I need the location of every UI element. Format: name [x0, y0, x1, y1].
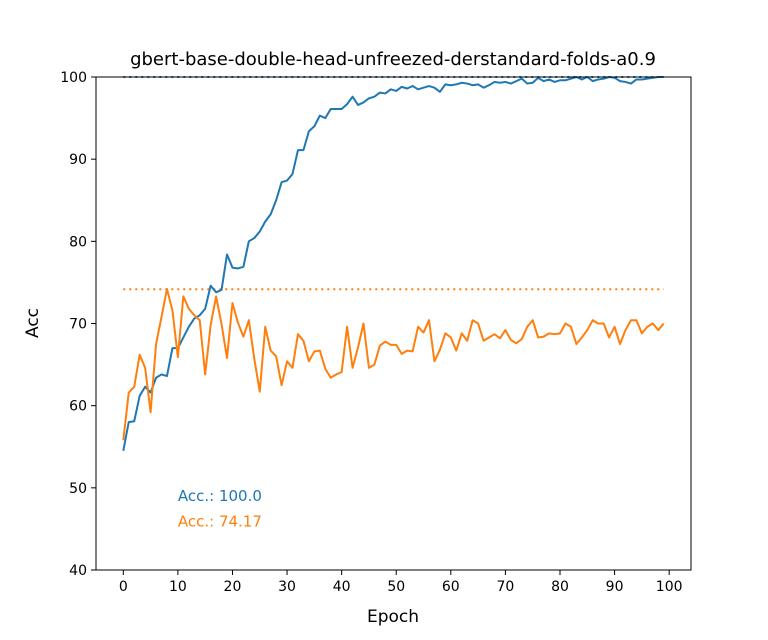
y-tick-label: 40: [69, 563, 87, 579]
annotations: Acc.: 100.0 Acc.: 74.17: [178, 487, 262, 530]
x-axis: 0 10 20 30 40 50 60 70 80 90 100: [119, 570, 683, 595]
x-tick-label: 0: [119, 579, 128, 595]
y-axis: 40 50 60 70 80 90 100: [60, 70, 96, 579]
plot-area: [122, 76, 665, 452]
y-axis-label: Acc: [23, 308, 43, 338]
x-tick-label: 100: [656, 579, 683, 595]
series-line-1: [122, 76, 664, 452]
chart-title: gbert-base-double-head-unfreezed-derstan…: [130, 49, 656, 70]
series-line-2: [122, 287, 665, 441]
x-tick-label: 40: [333, 579, 351, 595]
y-tick-label: 90: [69, 152, 87, 168]
y-tick-label: 80: [69, 234, 87, 250]
accuracy-annotation-1: Acc.: 100.0: [178, 487, 262, 505]
y-tick-label: 50: [69, 481, 87, 497]
x-axis-label: Epoch: [367, 607, 419, 627]
y-tick-label: 60: [69, 399, 87, 415]
x-tick-label: 30: [278, 579, 296, 595]
x-tick-label: 60: [442, 579, 460, 595]
x-tick-label: 10: [169, 579, 187, 595]
y-tick-label: 100: [60, 70, 87, 86]
x-tick-label: 70: [496, 579, 514, 595]
x-tick-label: 90: [606, 579, 624, 595]
x-tick-label: 80: [551, 579, 569, 595]
accuracy-annotation-2: Acc.: 74.17: [178, 512, 262, 530]
y-tick-label: 70: [69, 317, 87, 333]
x-tick-label: 20: [224, 579, 242, 595]
x-tick-label: 50: [387, 579, 405, 595]
